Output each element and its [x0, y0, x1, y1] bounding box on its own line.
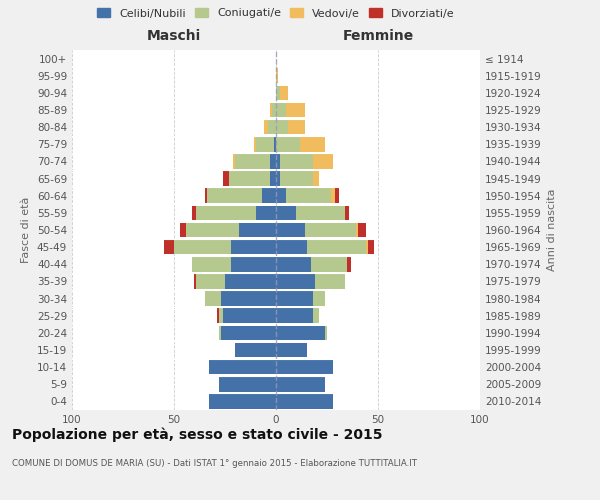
Bar	[313, 292, 325, 306]
Text: Femmine: Femmine	[343, 29, 413, 43]
Bar	[286, 188, 331, 203]
Bar	[296, 206, 346, 220]
Bar	[335, 188, 339, 203]
Bar	[276, 257, 311, 272]
Y-axis label: Anni di nascita: Anni di nascita	[547, 188, 557, 271]
Bar	[276, 206, 296, 220]
Bar	[231, 257, 276, 272]
Bar	[270, 172, 276, 186]
Bar	[276, 222, 305, 238]
Y-axis label: Fasce di età: Fasce di età	[22, 197, 31, 263]
Bar	[194, 274, 196, 288]
Bar	[280, 86, 288, 100]
Bar	[276, 326, 325, 340]
Bar	[223, 308, 276, 323]
Bar	[288, 120, 305, 134]
Bar	[209, 394, 276, 408]
Bar	[276, 137, 301, 152]
Bar	[231, 240, 276, 254]
Bar	[313, 308, 319, 323]
Bar	[276, 68, 278, 83]
Bar	[307, 240, 366, 254]
Legend: Celibi/Nubili, Coniugati/e, Vedovi/e, Divorziati/e: Celibi/Nubili, Coniugati/e, Vedovi/e, Di…	[97, 8, 455, 18]
Bar	[276, 308, 313, 323]
Bar	[164, 240, 174, 254]
Bar	[186, 222, 239, 238]
Bar	[268, 120, 276, 134]
Bar	[276, 86, 280, 100]
Bar	[347, 257, 352, 272]
Bar	[221, 326, 276, 340]
Bar	[196, 206, 256, 220]
Bar	[331, 188, 335, 203]
Bar	[270, 154, 276, 168]
Bar	[225, 274, 276, 288]
Bar	[276, 154, 280, 168]
Bar	[346, 206, 349, 220]
Bar	[221, 292, 276, 306]
Bar	[219, 308, 223, 323]
Bar	[315, 274, 346, 288]
Bar	[193, 206, 196, 220]
Bar	[280, 154, 313, 168]
Bar	[313, 172, 319, 186]
Bar	[368, 240, 374, 254]
Bar	[235, 342, 276, 357]
Bar	[356, 222, 358, 238]
Bar	[264, 120, 268, 134]
Bar	[280, 172, 313, 186]
Bar	[276, 172, 280, 186]
Bar	[358, 222, 366, 238]
Text: COMUNE DI DOMUS DE MARIA (SU) - Dati ISTAT 1° gennaio 2015 - Elaborazione TUTTIT: COMUNE DI DOMUS DE MARIA (SU) - Dati IST…	[12, 459, 417, 468]
Bar	[233, 154, 235, 168]
Bar	[276, 102, 286, 118]
Bar	[366, 240, 368, 254]
Bar	[274, 137, 276, 152]
Bar	[239, 222, 276, 238]
Bar	[276, 292, 313, 306]
Bar	[276, 377, 325, 392]
Bar	[180, 222, 186, 238]
Bar	[276, 342, 307, 357]
Bar	[301, 137, 325, 152]
Bar	[313, 154, 333, 168]
Bar	[256, 137, 274, 152]
Bar	[229, 172, 270, 186]
Bar	[205, 292, 221, 306]
Text: Popolazione per età, sesso e stato civile - 2015: Popolazione per età, sesso e stato civil…	[12, 428, 383, 442]
Bar	[209, 360, 276, 374]
Bar	[270, 102, 272, 118]
Bar	[305, 222, 356, 238]
Bar	[311, 257, 347, 272]
Bar	[223, 172, 229, 186]
Bar	[276, 188, 286, 203]
Bar	[206, 188, 262, 203]
Bar	[272, 102, 276, 118]
Bar	[276, 360, 333, 374]
Bar	[276, 240, 307, 254]
Bar	[262, 188, 276, 203]
Bar	[174, 240, 231, 254]
Bar	[286, 102, 305, 118]
Bar	[196, 274, 225, 288]
Text: Maschi: Maschi	[147, 29, 201, 43]
Bar	[217, 308, 219, 323]
Bar	[205, 188, 206, 203]
Bar	[276, 274, 315, 288]
Bar	[325, 326, 327, 340]
Bar	[256, 206, 276, 220]
Bar	[193, 257, 231, 272]
Bar	[254, 137, 256, 152]
Bar	[219, 377, 276, 392]
Bar	[276, 120, 288, 134]
Bar	[219, 326, 221, 340]
Bar	[235, 154, 270, 168]
Bar	[276, 394, 333, 408]
